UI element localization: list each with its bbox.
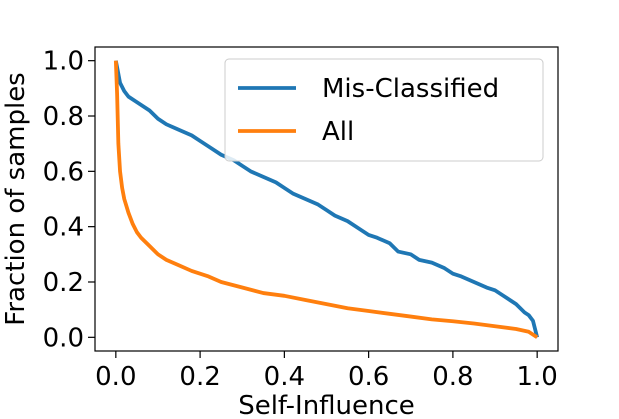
x-tick-label: 0.4 bbox=[264, 362, 305, 392]
x-tick-label: 0.8 bbox=[432, 362, 473, 392]
x-axis: 0.0 0.2 0.4 0.6 0.8 1.0 bbox=[95, 351, 558, 392]
x-tick-label: 0.6 bbox=[348, 362, 389, 392]
x-axis-label: Self-Influence bbox=[238, 391, 415, 419]
x-tick-label: 1.0 bbox=[516, 362, 557, 392]
y-tick-label: 0.4 bbox=[43, 213, 84, 243]
series-line-1 bbox=[113, 60, 539, 339]
legend: Mis-Classified All bbox=[224, 58, 544, 162]
legend-box bbox=[224, 58, 544, 162]
y-tick-label: 0.2 bbox=[43, 268, 84, 298]
y-tick-label: 0.8 bbox=[43, 102, 84, 132]
x-tick-label: 0.2 bbox=[179, 362, 220, 392]
y-axis-label: Fraction of samples bbox=[1, 72, 31, 325]
legend-label-0: Mis-Classified bbox=[322, 74, 499, 104]
plot-area bbox=[113, 60, 540, 339]
y-tick-label: 0.0 bbox=[43, 323, 84, 353]
plot-frame bbox=[94, 46, 559, 352]
y-axis: 0.0 0.2 0.4 0.6 0.8 1.0 bbox=[43, 47, 95, 353]
y-tick-label: 1.0 bbox=[43, 47, 84, 77]
y-tick-label: 0.6 bbox=[43, 157, 84, 187]
legend-label-1: All bbox=[322, 117, 354, 147]
series-line-0 bbox=[113, 60, 540, 338]
x-tick-label: 0.0 bbox=[95, 362, 136, 392]
